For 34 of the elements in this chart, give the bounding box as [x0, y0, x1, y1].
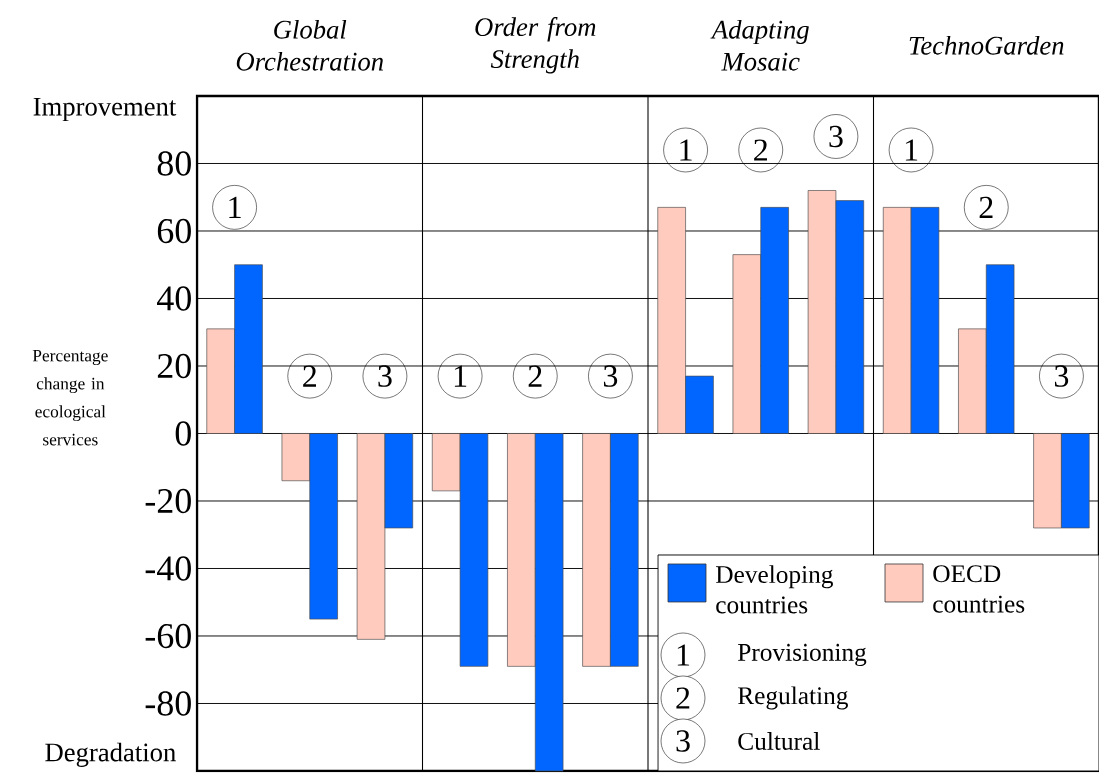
x-tick-label: 2: [528, 365, 542, 387]
category-label: 1: [677, 644, 690, 666]
y-tick-label: -60: [145, 623, 191, 649]
y-tick-label: -40: [145, 556, 191, 581]
text: Adapting Mosaic: [710, 19, 809, 71]
annotation: Provisioning: [738, 643, 867, 667]
annotation: Cultural: [738, 732, 820, 750]
y-tick-label: 60: [157, 218, 191, 244]
y-tick-label: 80: [157, 151, 191, 176]
text: Degradation: [45, 742, 176, 767]
y-tick-label: -20: [145, 488, 191, 514]
x-tick-label: 1: [454, 365, 467, 387]
y-tick-label: 40: [157, 286, 191, 311]
text: Order from Strength: [475, 17, 596, 74]
x-tick-label: 3: [1054, 365, 1069, 387]
x-tick-label: 2: [754, 139, 767, 161]
x-tick-label: 1: [905, 139, 918, 161]
x-tick-label: 3: [603, 365, 618, 387]
x-tick-label: 1: [680, 139, 692, 161]
y-axis-title: Percentage change in ecological services: [32, 349, 108, 446]
category-label: 3: [676, 730, 690, 752]
category-label: 2: [676, 687, 690, 709]
x-tick-label: 3: [829, 125, 843, 148]
y-tick-label: 0: [175, 421, 191, 446]
x-tick-label: 2: [303, 365, 316, 387]
y-tick-label: -80: [145, 691, 191, 716]
legend-label: OECD countries: [933, 565, 1025, 613]
x-tick-label: 3: [378, 365, 392, 387]
text: TechnoGarden: [909, 35, 1064, 55]
annotation: Regulating: [738, 686, 848, 710]
text: Improvement: [33, 97, 177, 122]
y-tick-label: 20: [157, 353, 191, 379]
text: Global Orchestration: [236, 19, 383, 71]
legend-label: Developing countries: [716, 565, 833, 614]
